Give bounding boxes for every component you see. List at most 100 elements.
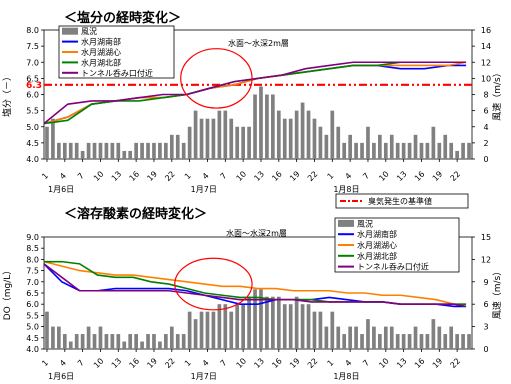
wind-bar xyxy=(288,118,293,159)
legend-label: 水月湖湖心 xyxy=(357,240,397,250)
x-tick-label: 22 xyxy=(449,356,463,370)
wind-bar xyxy=(235,126,240,159)
wind-bar xyxy=(360,142,364,159)
wind-bar xyxy=(217,304,222,349)
wind-bar xyxy=(229,118,234,159)
wind-bar xyxy=(57,142,61,159)
y-tick-label: 8.0 xyxy=(26,255,39,264)
wind-bar xyxy=(229,311,234,349)
wind-bar xyxy=(68,341,73,349)
x-tick-label: 13 xyxy=(395,356,409,370)
x-tick-label: 13 xyxy=(110,169,124,183)
wind-bar xyxy=(330,311,335,349)
y2-axis-label: 風速（m/s） xyxy=(492,68,503,121)
wind-bar xyxy=(98,326,103,349)
x-tick-label: 10 xyxy=(377,169,391,183)
wind-bar xyxy=(193,319,198,349)
wind-bar xyxy=(205,118,210,159)
wind-bar xyxy=(342,142,347,159)
y2-tick-label: 0 xyxy=(483,155,488,164)
wind-bar xyxy=(312,311,317,349)
wind-bar xyxy=(122,341,127,349)
wind-bar xyxy=(68,142,73,159)
wind-bar xyxy=(217,110,222,159)
legend-swatch xyxy=(338,219,354,227)
x-tick-label: 1 xyxy=(183,171,193,181)
wind-bar xyxy=(152,334,156,349)
wind-bar xyxy=(45,311,49,349)
wind-bar xyxy=(134,142,138,159)
y2-tick-label: 3 xyxy=(483,323,488,332)
wind-bar xyxy=(62,142,67,159)
wind-bar xyxy=(181,142,186,159)
wind-bar xyxy=(104,334,109,349)
wind-bar xyxy=(413,134,418,159)
reference-legend-box xyxy=(335,193,469,209)
wind-bar xyxy=(211,311,216,349)
y-tick-label: 6.0 xyxy=(26,300,39,309)
wind-bar xyxy=(271,296,275,349)
wind-bar xyxy=(62,334,67,349)
wind-bar xyxy=(282,118,287,159)
wind-bar xyxy=(383,326,388,349)
wind-bar xyxy=(318,311,323,349)
wind-bar xyxy=(223,110,228,159)
dissolved-oxygen-chart: ＜溶存酸素の経時変化＞ 4.0 4.5 5.0 5.5 6.0 6.5 7.0 7.5 8.0 8.… xyxy=(2,206,503,381)
x-tick-label: 19 xyxy=(145,169,159,183)
x-tick-label: 19 xyxy=(145,356,159,370)
wind-bar xyxy=(253,94,257,159)
wind-bar xyxy=(366,319,370,349)
wind-bar xyxy=(419,142,424,159)
wind-bar xyxy=(45,126,49,159)
legend-label: 風況 xyxy=(81,27,97,36)
wind-bar xyxy=(247,126,251,159)
x-tick-label: 10 xyxy=(92,356,106,370)
y2-tick-label: 15 xyxy=(481,233,491,242)
series-line-1 xyxy=(43,260,467,306)
wind-bar xyxy=(265,296,269,349)
highlight-ellipse xyxy=(180,48,253,109)
x-tick-label: 10 xyxy=(377,356,391,370)
wind-bar xyxy=(199,311,204,349)
wind-bar xyxy=(164,142,168,159)
wind-bar xyxy=(467,334,471,349)
x-tick-label: 16 xyxy=(270,169,284,183)
x-tick-label: 22 xyxy=(163,169,177,183)
wind-bar xyxy=(193,110,198,159)
x-tick-label: 16 xyxy=(413,169,427,183)
legend-label: トンネル呑み口付近 xyxy=(357,262,429,272)
depth-annotation: 水面～水深2m層 xyxy=(226,228,287,238)
wind-bar xyxy=(169,326,174,349)
wind-bar xyxy=(122,150,127,159)
wind-bar xyxy=(164,334,168,349)
y2-tick-label: 6 xyxy=(483,107,488,116)
x-tick-label: 10 xyxy=(235,356,249,370)
wind-bar xyxy=(413,326,418,349)
legend-label: 水月湖北部 xyxy=(81,57,121,67)
wind-bar xyxy=(259,289,263,349)
x-tick-label: 19 xyxy=(288,356,302,370)
wind-bar xyxy=(419,334,424,349)
x-tick-label: 13 xyxy=(110,356,124,370)
x-tick-label: 7 xyxy=(76,171,86,181)
wind-bar xyxy=(443,134,448,159)
y-tick-label: 7.5 xyxy=(26,267,39,276)
wind-bar xyxy=(378,334,382,349)
wind-bar xyxy=(241,304,245,349)
x-tick-label: 1 xyxy=(183,358,193,368)
x-tick-label: 1 xyxy=(40,358,50,368)
y-tick-label: 8.0 xyxy=(26,26,39,35)
wind-bar xyxy=(455,150,459,159)
wind-bar xyxy=(300,102,305,159)
wind-bar xyxy=(389,326,394,349)
date-label: 1月8日 xyxy=(333,372,359,380)
wind-bar xyxy=(407,334,412,349)
wind-bar xyxy=(306,304,311,349)
wind-bar xyxy=(276,110,281,159)
x-tick-label: 7 xyxy=(76,358,86,368)
wind-bar xyxy=(259,86,263,159)
y-tick-label: 7.5 xyxy=(26,42,39,51)
wind-bar xyxy=(300,304,305,349)
date-label: 1月7日 xyxy=(191,185,217,194)
